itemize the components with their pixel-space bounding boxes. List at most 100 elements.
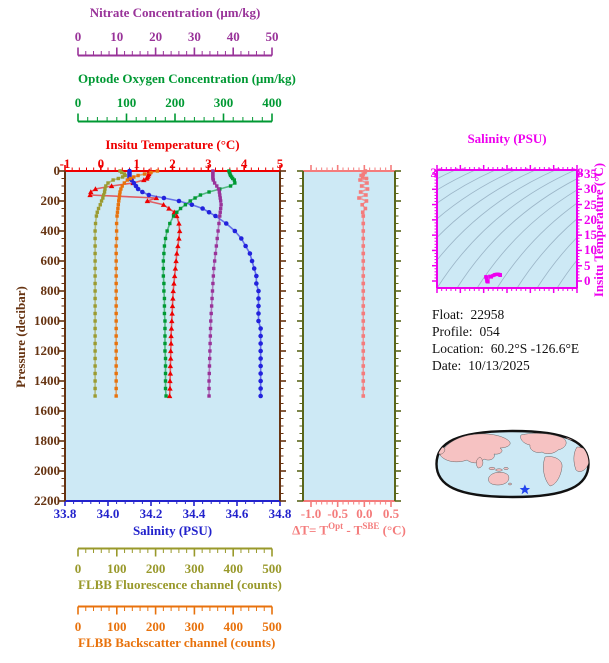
tick-label: 34.6 bbox=[225, 506, 249, 521]
tick-label: 200 bbox=[40, 193, 61, 208]
delta-t-tick-labels: -1.0 -0.5 0.0 0.5 bbox=[300, 506, 399, 521]
ts-temperature-tick-labels: 0 5 10 15 20 25 30 35 bbox=[581, 166, 607, 288]
tick-label: 500 bbox=[262, 561, 282, 576]
date-label: Date: bbox=[432, 358, 462, 373]
tick-label: 0 bbox=[53, 163, 61, 178]
location-label: Location: bbox=[432, 341, 484, 356]
salinity-tick-labels: 33.8 34.0 34.2 34.4 34.6 34.8 bbox=[54, 506, 292, 521]
tick-label: 0 bbox=[74, 619, 82, 634]
tick-label: -1.0 bbox=[300, 506, 322, 521]
delta-t-title-suffix: (°C) bbox=[379, 522, 406, 538]
tick-label: 0 bbox=[74, 95, 82, 110]
nitrate-axis-line bbox=[77, 47, 273, 57]
delta-t-plot bbox=[297, 165, 401, 507]
date-value: 10/13/2025 bbox=[468, 358, 530, 373]
tick-label: 20 bbox=[584, 211, 597, 227]
tick-label: 400 bbox=[40, 223, 61, 238]
world-map bbox=[435, 429, 590, 499]
profile-value: 054 bbox=[479, 324, 500, 339]
float-label: Float: bbox=[432, 307, 464, 322]
salinity-axis: 33.8 34.0 34.2 34.4 34.6 34.8 Salinity (PSU) bbox=[54, 506, 292, 539]
nitrate-axis: Nitrate Concentration (μm/kg) 0 10 20 30 40 5… bbox=[74, 5, 279, 57]
temperature-axis-title: Insitu Temperature (°C) bbox=[105, 137, 240, 152]
backscatter-tick-labels: 0 100 200 300 400 500 bbox=[74, 619, 282, 634]
fluorescence-tick-labels: 0 100 200 300 400 500 bbox=[74, 561, 282, 576]
oxygen-axis-title: Optode Oxygen Concentration (μm/kg) bbox=[78, 71, 296, 86]
tick-label: 34.2 bbox=[139, 506, 163, 521]
nitrate-tick-labels: 0 10 20 30 40 50 bbox=[74, 29, 279, 44]
temperature-axis: Insitu Temperature (°C) -1 0 1 2 3 4 5 bbox=[60, 137, 284, 171]
tick-label: 5 bbox=[584, 257, 591, 273]
tick-label: 40 bbox=[226, 29, 240, 44]
tick-label: 1800 bbox=[34, 433, 60, 448]
ts-temperature-axis-title: Insitu Temperature (°C) bbox=[591, 162, 606, 298]
delta-t-title-sup-opt: Opt bbox=[328, 521, 344, 531]
ts-plot bbox=[432, 165, 582, 293]
tick-label: 10 bbox=[584, 242, 597, 258]
tick-label: 2 bbox=[169, 156, 176, 171]
pressure-axis-title: Pressure (decibar) bbox=[13, 286, 28, 388]
temperature-tick-labels: -1 0 1 2 3 4 5 bbox=[60, 156, 284, 171]
backscatter-axis-title: FLBB Backscatter channel (counts) bbox=[78, 635, 276, 650]
tick-label: 5 bbox=[276, 156, 284, 171]
tick-label: 10 bbox=[110, 29, 124, 44]
tick-label: 34.8 bbox=[268, 506, 292, 521]
tick-label: 100 bbox=[107, 561, 127, 576]
backscatter-axis-line bbox=[77, 605, 273, 615]
tick-label: 3 bbox=[205, 156, 212, 171]
nitrate-axis-title: Nitrate Concentration (μm/kg) bbox=[89, 5, 261, 20]
tick-label: 0.0 bbox=[356, 506, 373, 521]
profile-label: Profile: bbox=[432, 324, 473, 339]
tick-label: 2000 bbox=[34, 463, 60, 478]
tick-label: 400 bbox=[223, 619, 243, 634]
tick-label: 0 bbox=[584, 273, 591, 288]
tick-label: 4 bbox=[240, 156, 248, 171]
delta-t-title-sup-sbe: SBE bbox=[362, 521, 380, 531]
delta-t-title-mid: - T bbox=[343, 522, 363, 538]
tick-label: 20 bbox=[149, 29, 163, 44]
tick-label: 1600 bbox=[34, 403, 60, 418]
tick-label: 0 bbox=[74, 561, 82, 576]
tick-label: 100 bbox=[116, 95, 137, 110]
fluorescence-axis-line bbox=[77, 547, 273, 557]
pressure-tick-labels: 0 200 400 600 800 1000 1200 1400 1600 1800 2000 220… bbox=[24, 163, 61, 508]
tick-label: 1000 bbox=[34, 313, 60, 328]
tick-label: 1 bbox=[133, 156, 140, 171]
tick-label: -0.5 bbox=[327, 506, 348, 521]
tick-label: 0.5 bbox=[382, 506, 400, 521]
salinity-axis-title: Salinity (PSU) bbox=[132, 523, 213, 538]
tick-label: 30 bbox=[187, 29, 201, 44]
oxygen-axis: Optode Oxygen Concentration (μm/kg) 0 100… bbox=[74, 71, 296, 123]
float-info-line: Float: 22958 bbox=[432, 306, 579, 323]
tick-label: 0 bbox=[97, 156, 105, 171]
tick-label: 300 bbox=[184, 561, 205, 576]
fluorescence-axis: 0 100 200 300 400 500 FLBB Fluorescence chann… bbox=[74, 547, 282, 593]
fluorescence-axis-title: FLBB Fluorescence channel (counts) bbox=[78, 577, 282, 592]
float-info: Float: 22958 Profile: 054 Location: 60.2°S … bbox=[432, 306, 579, 374]
oxygen-tick-labels: 0 100 200 300 400 bbox=[74, 95, 282, 110]
tick-label: 50 bbox=[265, 29, 279, 44]
tick-label: 30 bbox=[584, 181, 597, 197]
tick-label: -1 bbox=[59, 156, 71, 171]
float-value: 22958 bbox=[470, 307, 505, 322]
tick-label: 34.4 bbox=[182, 506, 206, 521]
tick-label: 34.0 bbox=[96, 506, 120, 521]
tick-label: 500 bbox=[262, 619, 282, 634]
tick-label: 200 bbox=[145, 619, 166, 634]
location-value: 60.2°S -126.6°E bbox=[490, 341, 580, 356]
tick-label: 33.8 bbox=[53, 506, 77, 521]
tick-label: 1400 bbox=[34, 373, 60, 388]
tick-label: 25 bbox=[584, 196, 597, 212]
backscatter-axis: 0 100 200 300 400 500 FLBB Backscatter channe… bbox=[74, 605, 282, 651]
float-info-line: Profile: 054 bbox=[432, 323, 579, 340]
tick-label: 100 bbox=[107, 619, 127, 634]
tick-label: 0 bbox=[74, 29, 82, 44]
tick-label: 2200 bbox=[34, 493, 60, 508]
float-info-line: Date: 10/13/2025 bbox=[432, 357, 579, 374]
tick-label: 800 bbox=[40, 283, 61, 298]
tick-label: 400 bbox=[262, 95, 282, 110]
float-location-marker bbox=[519, 484, 531, 495]
tick-label: 300 bbox=[213, 95, 234, 110]
tick-label: 15 bbox=[584, 227, 597, 243]
